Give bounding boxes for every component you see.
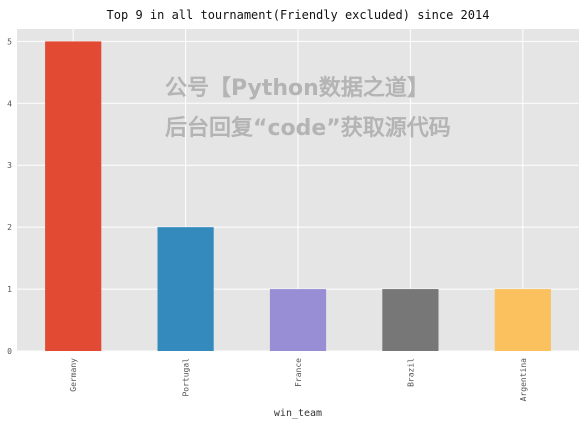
x-tick-label: France (294, 358, 303, 387)
x-tick-label: Brazil (406, 358, 415, 387)
bar-france (269, 289, 327, 351)
bar-argentina (494, 289, 551, 351)
y-tick-label: 5 (7, 37, 12, 46)
x-tick-label: Portugal (182, 358, 191, 397)
bars (45, 41, 551, 352)
x-tick-label: Argentina (519, 358, 528, 402)
y-tick-label: 3 (7, 161, 12, 170)
x-axis-ticks: Germany Portugal France Brazil Argentina (69, 358, 528, 402)
bar-germany (45, 41, 102, 352)
bar-portugal (157, 227, 214, 351)
y-tick-label: 0 (7, 347, 12, 356)
watermark-line-2: 后台回复“code”获取源代码 (165, 115, 451, 141)
x-axis-title: win_team (274, 408, 322, 419)
y-tick-label: 1 (7, 285, 12, 294)
watermark-line-1: 公号【Python数据之道】 (165, 75, 429, 101)
chart-title: Top 9 in all tournament(Friendly exclude… (107, 8, 490, 22)
y-tick-label: 2 (7, 223, 12, 232)
y-axis-ticks: 0 1 2 3 4 5 (7, 37, 12, 356)
bar-brazil (382, 289, 439, 351)
x-tick-label: Germany (69, 358, 78, 392)
y-tick-label: 4 (7, 99, 12, 108)
